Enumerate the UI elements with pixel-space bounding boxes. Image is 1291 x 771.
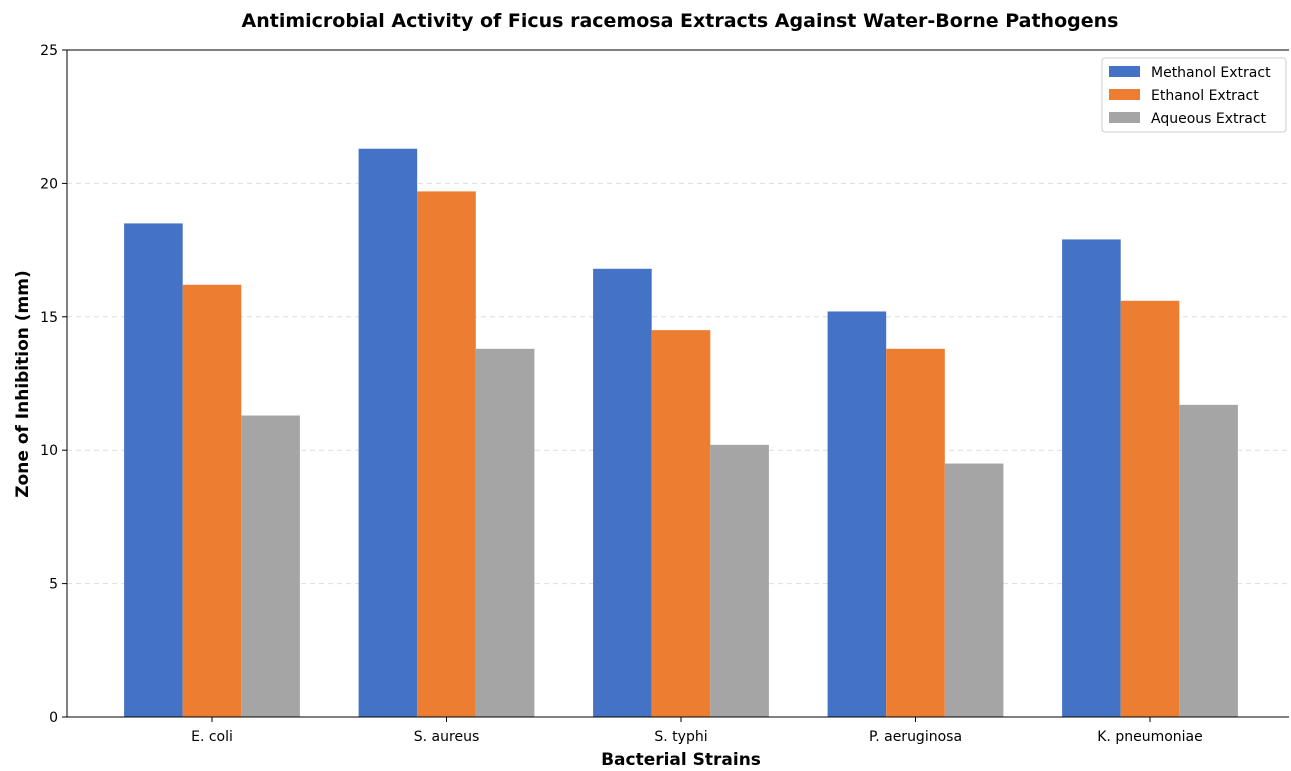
legend-label: Methanol Extract [1151, 65, 1271, 81]
bar-ethanol-extract [182, 284, 242, 717]
y-axis-label: Zone of Inhibition (mm) [13, 270, 33, 498]
bar-aqueous-extract [1179, 404, 1238, 717]
legend-label: Ethanol Extract [1151, 88, 1259, 104]
y-tick-label: 15 [40, 310, 58, 326]
bar-aqueous-extract [710, 444, 769, 717]
legend: Methanol Extract Ethanol Extract Aqueous E… [1101, 57, 1287, 133]
legend-frame [1101, 57, 1287, 133]
legend-swatch [1109, 66, 1140, 77]
x-tick-label: P. aeruginosa [869, 729, 962, 745]
y-tick-label: 5 [49, 577, 58, 593]
x-tick-label: S. typhi [654, 729, 707, 745]
bar-methanol-extract [827, 311, 887, 717]
bar-ethanol-extract [417, 191, 476, 718]
bar-ethanol-extract [886, 348, 945, 717]
chart-title: Antimicrobial Activity of Ficus racemosa… [242, 10, 1119, 32]
bar-ethanol-extract [651, 330, 711, 717]
bar-methanol-extract [124, 223, 183, 718]
bar-ethanol-extract [1120, 300, 1180, 717]
x-tick-label: K. pneumoniae [1097, 729, 1203, 745]
legend-swatch [1109, 112, 1140, 123]
x-axis-label: Bacterial Strains [601, 750, 761, 767]
x-tick-label: E. coli [191, 729, 233, 745]
bar-methanol-extract [593, 268, 652, 717]
legend-swatch [1109, 89, 1140, 100]
y-tick-label: 10 [40, 443, 58, 459]
y-ticks: 0 5 10 15 20 25 [40, 43, 67, 726]
bar-methanol-extract [1062, 239, 1121, 718]
bars [124, 148, 1238, 718]
bar-methanol-extract [358, 148, 418, 717]
axes [66, 49, 1289, 718]
bar-aqueous-extract [475, 348, 535, 717]
y-tick-label: 20 [40, 176, 58, 192]
x-ticks: E. coli S. aureus S. typhi P. aeruginosa K. … [191, 717, 1203, 745]
bar-aqueous-extract [944, 463, 1004, 717]
y-tick-label: 0 [49, 710, 58, 726]
y-tick-label: 25 [40, 43, 58, 59]
bar-aqueous-extract [241, 415, 300, 717]
legend-label: Aqueous Extract [1151, 111, 1267, 127]
x-tick-label: S. aureus [414, 729, 479, 745]
